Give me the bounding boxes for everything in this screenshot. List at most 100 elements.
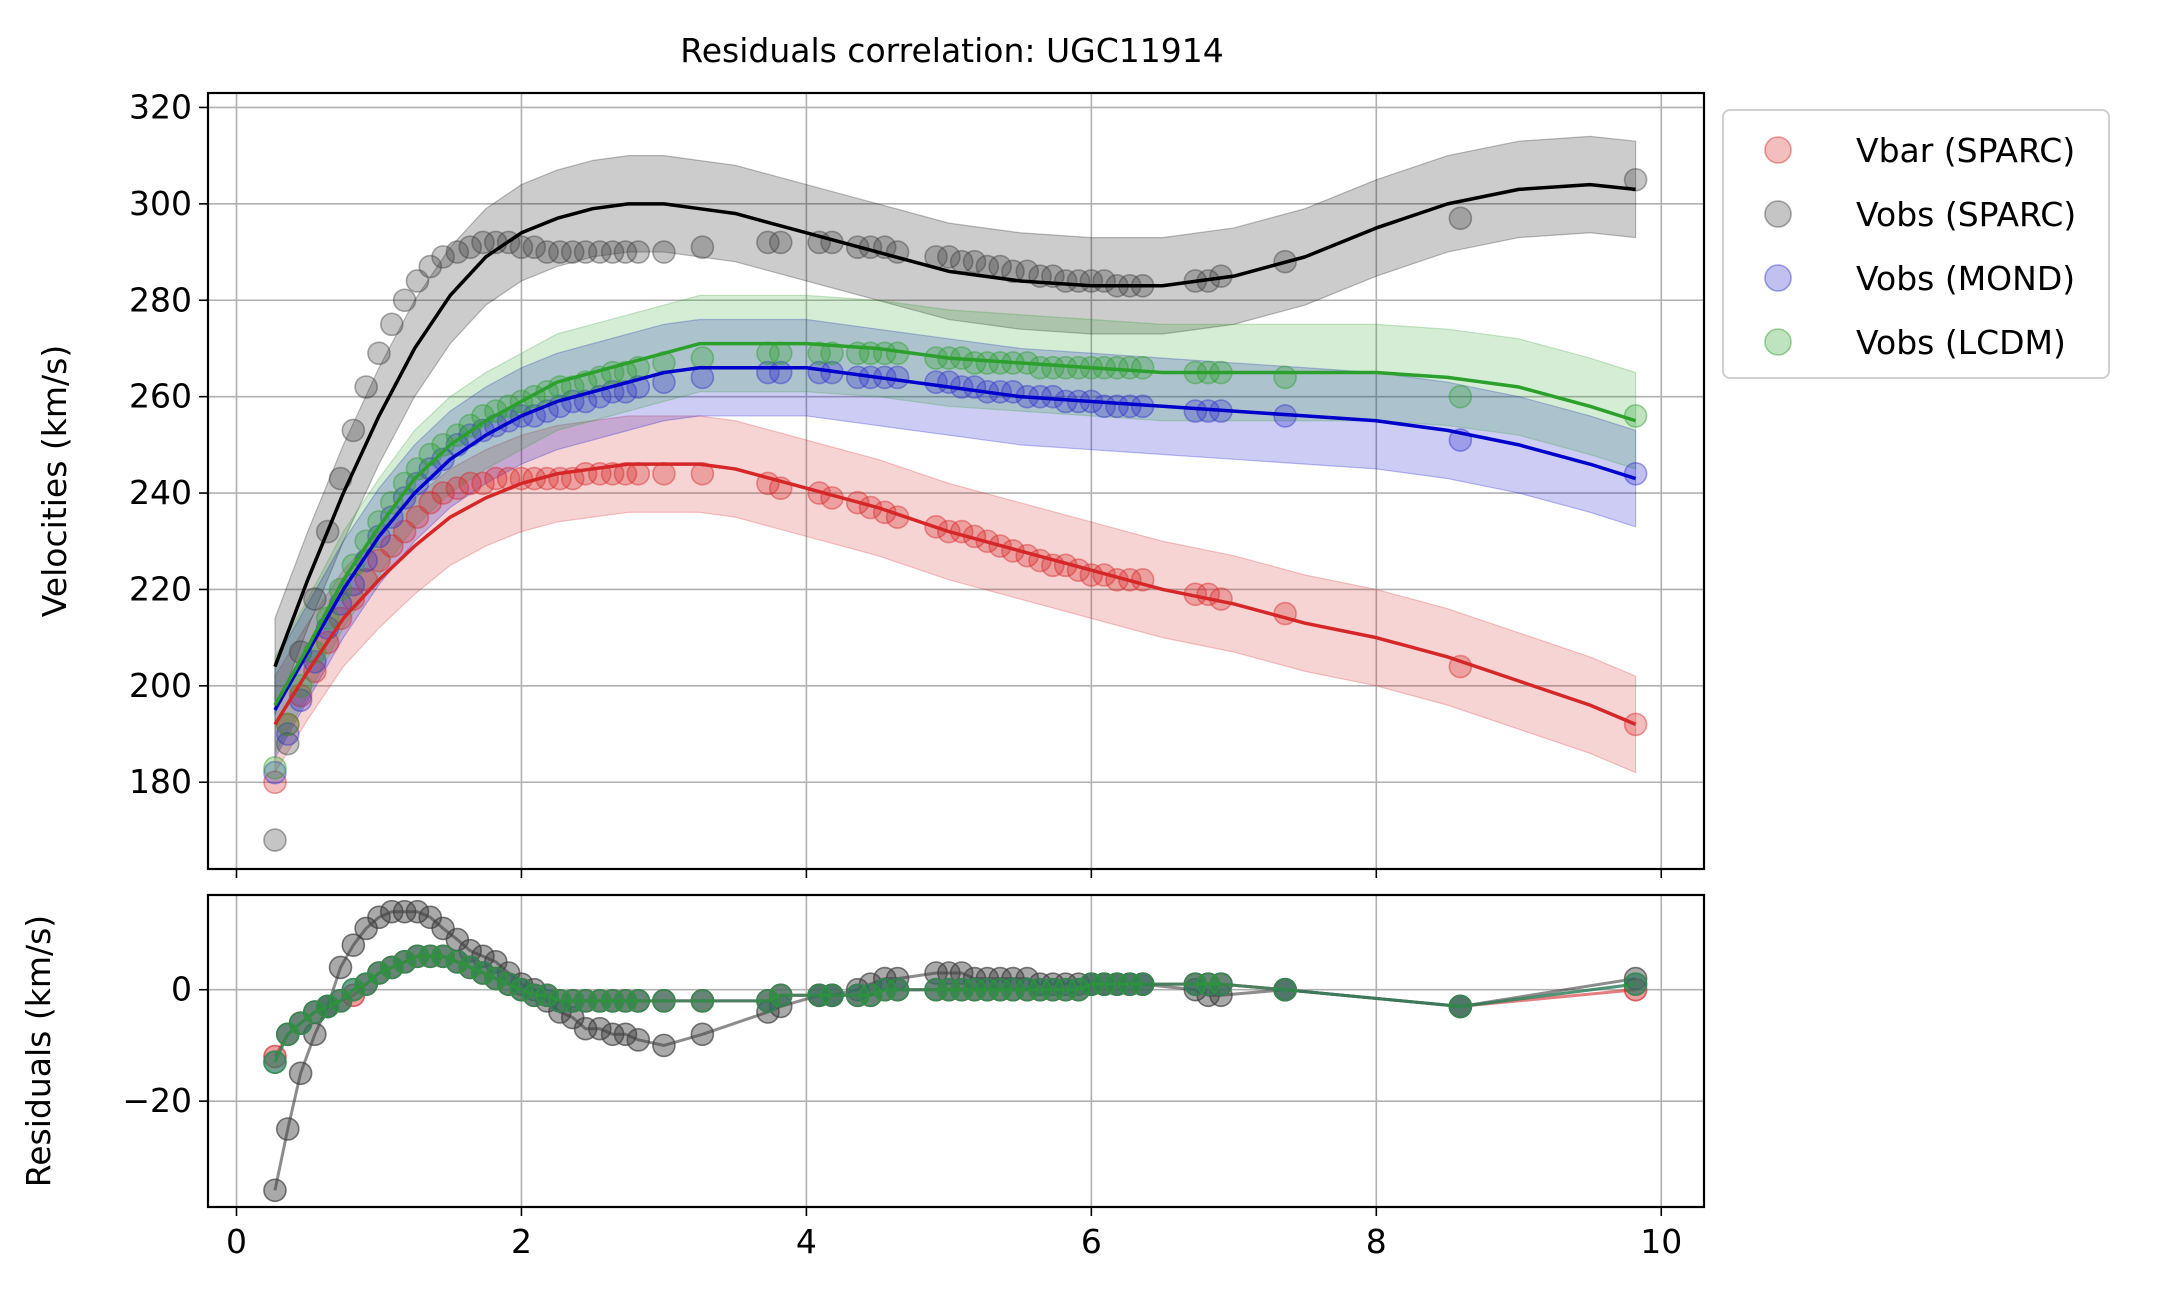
residual-point	[1118, 972, 1142, 996]
scatter-point	[768, 230, 793, 255]
scatter-point	[1130, 355, 1155, 380]
residuals-x-tick-label: 6	[1081, 1222, 1102, 1261]
scatter-point	[1053, 269, 1078, 293]
residual-point	[431, 944, 455, 969]
scatter-point	[367, 548, 391, 573]
fit-line	[273, 365, 1637, 711]
residual-point	[1105, 972, 1129, 996]
residual-point	[1130, 972, 1155, 996]
residual-point	[872, 977, 897, 1002]
residual-point	[392, 950, 417, 974]
scatter-point	[263, 828, 287, 852]
residual-point	[328, 955, 353, 980]
fit-line	[273, 182, 1636, 668]
scatter-point	[392, 519, 417, 544]
scatter-point	[1448, 384, 1473, 409]
residual-point	[652, 1033, 676, 1058]
residuals-series	[263, 899, 1648, 1203]
residuals-x-tick-label: 10	[1640, 1222, 1682, 1261]
residual-point	[341, 977, 366, 1002]
residual-point	[1053, 977, 1078, 1002]
residuals-axes-frame	[206, 893, 1706, 1209]
residual-point	[626, 989, 651, 1013]
velocity-y-tick-label: 180	[129, 762, 192, 801]
residual-point	[600, 1022, 625, 1047]
residual-point	[367, 905, 391, 930]
residuals-panel: 0 2 4 6 8 10 −20 0 Residuals (km/s)	[19, 893, 1706, 1261]
scatter-point	[626, 240, 651, 264]
residual-point	[1183, 972, 1208, 996]
scatter-point	[535, 240, 559, 264]
velocity-y-tick-label: 220	[129, 569, 192, 608]
residual-point	[949, 961, 974, 985]
residual-point	[315, 994, 340, 1019]
scatter-point	[445, 476, 470, 501]
residual-point	[1196, 972, 1220, 996]
scatter-point	[354, 375, 378, 399]
scatter-point	[263, 755, 287, 780]
scatter-point	[1105, 394, 1129, 419]
residual-point	[962, 977, 987, 1002]
residual-point	[1209, 972, 1233, 996]
residual-point	[768, 983, 793, 1008]
residual-point	[303, 1000, 327, 1024]
scatter-point	[303, 587, 327, 611]
scatter-point	[275, 722, 300, 746]
scatter-point	[1183, 399, 1208, 423]
scatter-point	[1448, 206, 1473, 231]
scatter-point	[392, 288, 417, 313]
residual-point	[1015, 977, 1040, 1002]
residual-point	[756, 989, 780, 1013]
legend-label: Vobs (SPARC)	[1856, 195, 2076, 234]
residual-point	[690, 1022, 715, 1047]
scatter-point	[445, 423, 470, 448]
scatter-point	[263, 760, 287, 785]
scatter-point	[275, 731, 300, 756]
residual-point	[1623, 972, 1648, 996]
residual-point	[560, 989, 585, 1013]
scatter-point	[588, 240, 612, 264]
velocity-y-tick-label: 260	[129, 377, 192, 416]
velocity-scatter	[263, 167, 1648, 852]
residual-point	[820, 983, 844, 1008]
residual-point	[379, 899, 404, 924]
velocity-y-tick-label: 300	[129, 184, 192, 223]
confidence-band	[274, 318, 1637, 761]
scatter-point	[600, 240, 625, 264]
scatter-point	[458, 235, 482, 260]
residual-point	[458, 955, 482, 980]
legend-marker	[1764, 136, 1792, 164]
scatter-point	[405, 505, 430, 529]
scatter-point	[379, 490, 404, 515]
scatter-point	[962, 351, 987, 375]
legend-marker	[1764, 200, 1792, 228]
scatter-point	[1001, 259, 1025, 284]
residual-point	[924, 977, 948, 1002]
scatter-point	[807, 341, 832, 366]
residual-point	[1092, 972, 1116, 996]
residual-point	[588, 989, 612, 1013]
scatter-point	[768, 341, 793, 366]
scatter-point	[379, 534, 404, 558]
scatter-point	[328, 606, 353, 631]
residual-point	[600, 989, 625, 1013]
residual-point	[1028, 977, 1052, 1002]
residual-point	[1041, 977, 1065, 1002]
scatter-point	[1041, 355, 1065, 380]
scatter-point	[445, 240, 470, 264]
residual-point	[885, 977, 910, 1002]
residual-point	[471, 961, 495, 985]
scatter-point	[613, 240, 638, 264]
residual-point	[379, 955, 404, 980]
scatter-point	[522, 235, 547, 260]
velocity-ticks: 180 200 220 240 260 280 300 320	[129, 87, 1663, 878]
residual-point	[937, 961, 961, 985]
scatter-point	[431, 245, 455, 269]
scatter-point	[471, 230, 495, 255]
residual-point	[1273, 977, 1297, 1002]
residuals-y-tick-label: 0	[171, 970, 192, 1009]
chart-title: Residuals correlation: UGC11914	[680, 31, 1223, 70]
legend-items: Vbar (SPARC) Vobs (SPARC) Vobs (MOND) Vobs …	[1764, 131, 2076, 362]
residual-point	[263, 1050, 287, 1074]
